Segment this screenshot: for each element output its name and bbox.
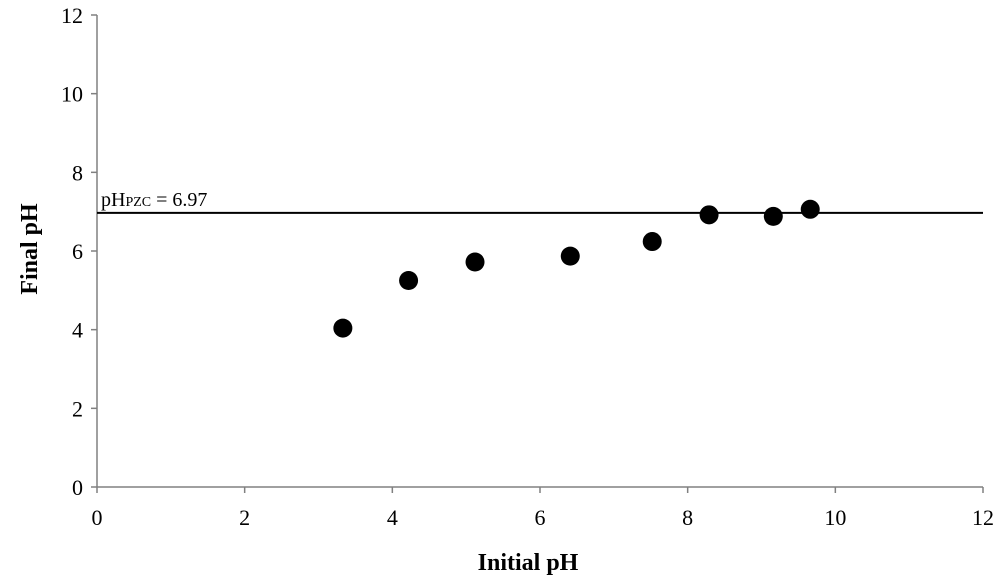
data-point [699, 205, 719, 225]
y-tick-label: 8 [72, 160, 83, 185]
x-tick-label: 12 [972, 505, 994, 530]
x-tick-label: 0 [92, 505, 103, 530]
x-tick-label: 10 [824, 505, 846, 530]
data-point [560, 246, 580, 266]
x-tick-label: 2 [239, 505, 250, 530]
pzc-annotation-subscript: PZC [125, 195, 151, 210]
data-point [763, 206, 783, 226]
data-point [800, 199, 820, 219]
y-axis-ticks: 0 2 4 6 8 10 12 [61, 3, 97, 500]
data-point [642, 232, 662, 252]
x-axis-title: Initial pH [478, 550, 579, 576]
data-point [399, 271, 419, 290]
data-point [465, 252, 485, 272]
data-points [333, 199, 820, 338]
x-axis-ticks: 0 2 4 6 8 10 12 [92, 487, 994, 530]
pzc-annotation: pHPZC = 6.97 [101, 189, 207, 211]
x-tick-label: 6 [535, 505, 546, 530]
y-tick-label: 0 [72, 475, 83, 500]
data-point [333, 318, 353, 338]
y-tick-label: 6 [72, 239, 83, 264]
y-tick-label: 4 [72, 318, 83, 343]
pzc-annotation-value: = 6.97 [151, 189, 207, 211]
y-tick-label: 10 [61, 82, 83, 107]
x-tick-label: 4 [387, 505, 398, 530]
y-tick-label: 12 [61, 3, 83, 28]
pzc-annotation-main: pH [101, 189, 125, 211]
y-tick-label: 2 [72, 396, 83, 421]
x-tick-label: 8 [682, 505, 693, 530]
y-axis-title: Final pH [17, 203, 43, 295]
